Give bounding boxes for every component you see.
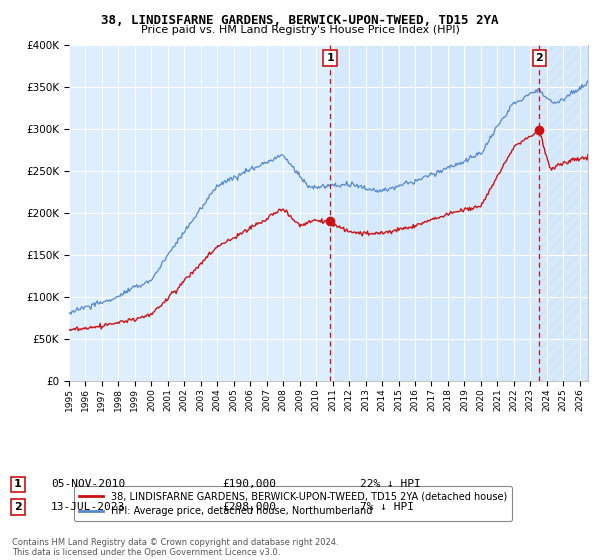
Text: 13-JUL-2023: 13-JUL-2023	[51, 502, 125, 512]
Text: 2: 2	[535, 53, 543, 63]
Legend: 38, LINDISFARNE GARDENS, BERWICK-UPON-TWEED, TD15 2YA (detached house), HPI: Ave: 38, LINDISFARNE GARDENS, BERWICK-UPON-TW…	[74, 487, 512, 521]
Text: £190,000: £190,000	[222, 479, 276, 489]
Text: 22% ↓ HPI: 22% ↓ HPI	[360, 479, 421, 489]
Bar	[539, 45, 588, 381]
Text: Contains HM Land Registry data © Crown copyright and database right 2024.
This d: Contains HM Land Registry data © Crown c…	[12, 538, 338, 557]
Text: Price paid vs. HM Land Registry's House Price Index (HPI): Price paid vs. HM Land Registry's House …	[140, 25, 460, 35]
Text: 05-NOV-2010: 05-NOV-2010	[51, 479, 125, 489]
Bar	[330, 45, 539, 381]
Text: 38, LINDISFARNE GARDENS, BERWICK-UPON-TWEED, TD15 2YA: 38, LINDISFARNE GARDENS, BERWICK-UPON-TW…	[101, 14, 499, 27]
Text: 1: 1	[326, 53, 334, 63]
Text: 7% ↓ HPI: 7% ↓ HPI	[360, 502, 414, 512]
Text: 2: 2	[14, 502, 22, 512]
Text: £298,000: £298,000	[222, 502, 276, 512]
Text: 1: 1	[14, 479, 22, 489]
